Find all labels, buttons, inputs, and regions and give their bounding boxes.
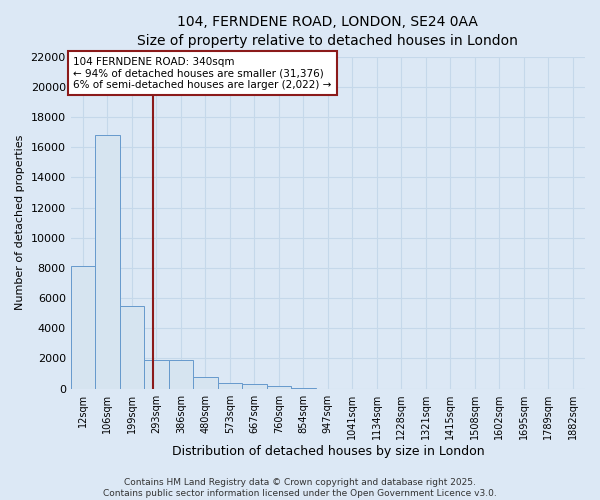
Text: Contains HM Land Registry data © Crown copyright and database right 2025.
Contai: Contains HM Land Registry data © Crown c… [103, 478, 497, 498]
Bar [119, 306, 144, 388]
Y-axis label: Number of detached properties: Number of detached properties [15, 135, 25, 310]
Title: 104, FERNDENE ROAD, LONDON, SE24 0AA
Size of property relative to detached house: 104, FERNDENE ROAD, LONDON, SE24 0AA Siz… [137, 15, 518, 48]
Text: 104 FERNDENE ROAD: 340sqm
← 94% of detached houses are smaller (31,376)
6% of se: 104 FERNDENE ROAD: 340sqm ← 94% of detac… [73, 56, 332, 90]
Bar [218, 382, 242, 388]
Bar [71, 266, 95, 388]
Bar [169, 360, 193, 388]
Bar [144, 360, 169, 388]
Bar [266, 386, 291, 388]
Bar [242, 384, 266, 388]
Bar [193, 378, 218, 388]
X-axis label: Distribution of detached houses by size in London: Distribution of detached houses by size … [172, 444, 484, 458]
Bar [95, 135, 119, 388]
